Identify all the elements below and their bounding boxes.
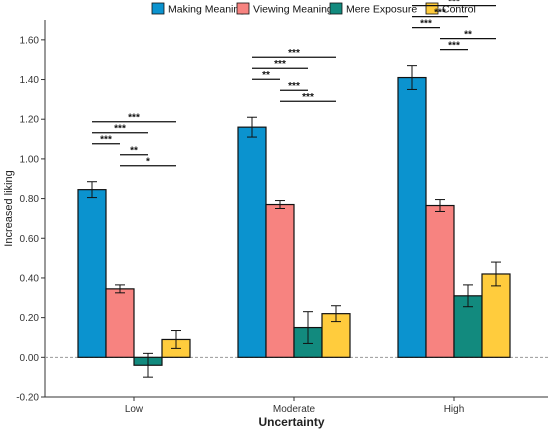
- y-tick-label: 1.40: [20, 75, 40, 86]
- significance-label: ***: [128, 113, 140, 124]
- legend-swatch: [151, 2, 165, 15]
- legend-label: Control: [442, 4, 476, 16]
- significance-label: **: [130, 146, 138, 157]
- y-tick-label: 0.40: [20, 273, 40, 284]
- significance-label: ***: [288, 81, 300, 92]
- significance-label: ***: [420, 19, 432, 30]
- y-tick-label: 0.20: [20, 313, 40, 324]
- x-axis: Low Moderate High: [45, 396, 548, 415]
- y-tick-label: 0.60: [20, 234, 40, 245]
- significance-label: ***: [114, 124, 126, 135]
- x-tick-label: Low: [125, 404, 144, 415]
- legend-label: Viewing Meaning: [253, 4, 333, 16]
- significance-label: **: [464, 30, 472, 41]
- bar: [77, 189, 107, 358]
- legend-swatch: [425, 2, 439, 15]
- x-axis-title: Uncertainty: [258, 415, 324, 429]
- x-tick-label: Moderate: [273, 404, 316, 415]
- y-tick-label: 1.20: [20, 115, 40, 126]
- significance-label: ***: [448, 0, 460, 8]
- y-tick-label: 1.00: [20, 154, 40, 165]
- bar: [237, 126, 267, 358]
- bar: [481, 273, 511, 358]
- legend-swatch: [236, 2, 250, 15]
- significance-label: ***: [100, 135, 112, 146]
- y-axis-title: Increased liking: [3, 170, 15, 246]
- bar: [105, 288, 135, 358]
- legend-swatch: [329, 2, 343, 15]
- x-tick-label: High: [444, 404, 465, 415]
- y-tick-label: 0.80: [20, 194, 40, 205]
- significance-label: ***: [302, 92, 314, 103]
- significance-label: ***: [434, 8, 446, 19]
- y-tick-label: 1.60: [20, 35, 40, 46]
- legend: Making Meaning Viewing Meaning Mere Exposu…: [151, 2, 476, 16]
- legend-label: Mere Exposure: [346, 4, 417, 16]
- significance-label: ***: [448, 41, 460, 52]
- significance-label: ***: [288, 48, 300, 59]
- significance-label: **: [262, 70, 270, 81]
- significance-label: *: [146, 157, 150, 168]
- y-tick-label: -0.20: [16, 393, 39, 404]
- significance-brackets: ****************************************: [92, 0, 496, 168]
- y-axis: -0.20 0.00 0.20 0.40 0.60 0.80 1.00 1.20 1.40 1.6…: [16, 20, 46, 404]
- significance-label: ***: [274, 59, 286, 70]
- bar: [425, 204, 455, 358]
- bar: [265, 203, 295, 358]
- y-tick-label: 0.00: [20, 353, 40, 364]
- bars: [77, 65, 511, 378]
- legend-label: Making Meaning: [168, 4, 245, 16]
- bar: [397, 76, 427, 358]
